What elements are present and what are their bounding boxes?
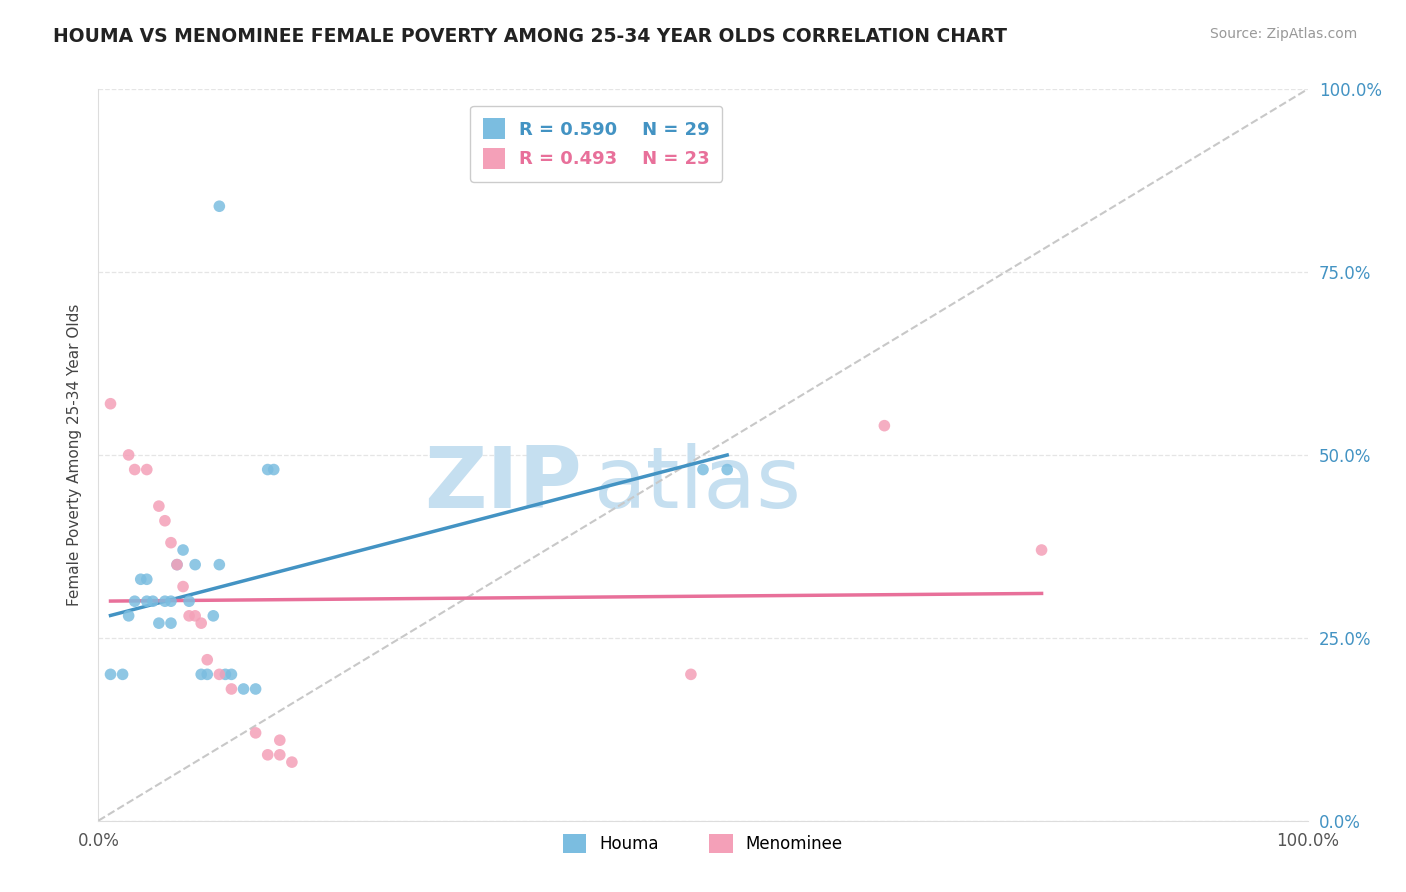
- Point: [263, 462, 285, 476]
- Point: [221, 667, 243, 681]
- Text: Source: ZipAtlas.com: Source: ZipAtlas.com: [1209, 27, 1357, 41]
- Point: [153, 594, 176, 608]
- Point: [195, 667, 218, 681]
- Point: [111, 667, 134, 681]
- Point: [256, 747, 278, 762]
- Point: [245, 726, 267, 740]
- Point: [256, 462, 278, 476]
- Point: [202, 608, 225, 623]
- Point: [1031, 543, 1053, 558]
- Point: [118, 448, 141, 462]
- Point: [208, 199, 231, 213]
- Text: ZIP: ZIP: [425, 442, 582, 525]
- Point: [153, 514, 176, 528]
- Point: [118, 608, 141, 623]
- Point: [873, 418, 896, 433]
- Text: atlas: atlas: [595, 442, 803, 525]
- Point: [172, 580, 194, 594]
- Point: [269, 733, 291, 747]
- Point: [160, 594, 183, 608]
- Point: [135, 462, 157, 476]
- Point: [135, 594, 157, 608]
- Text: HOUMA VS MENOMINEE FEMALE POVERTY AMONG 25-34 YEAR OLDS CORRELATION CHART: HOUMA VS MENOMINEE FEMALE POVERTY AMONG …: [53, 27, 1008, 45]
- Point: [179, 608, 201, 623]
- Point: [195, 653, 218, 667]
- Point: [208, 667, 231, 681]
- Point: [221, 681, 243, 696]
- Point: [135, 572, 157, 586]
- Point: [100, 667, 122, 681]
- Point: [124, 462, 146, 476]
- Point: [716, 462, 738, 476]
- Point: [129, 572, 152, 586]
- Point: [281, 755, 304, 769]
- Point: [679, 667, 702, 681]
- Point: [100, 397, 122, 411]
- Point: [692, 462, 714, 476]
- Point: [184, 558, 207, 572]
- Point: [142, 594, 165, 608]
- Point: [245, 681, 267, 696]
- Legend: Houma, Menominee: Houma, Menominee: [557, 827, 849, 860]
- Y-axis label: Female Poverty Among 25-34 Year Olds: Female Poverty Among 25-34 Year Olds: [66, 304, 82, 606]
- Point: [232, 681, 254, 696]
- Point: [148, 499, 170, 513]
- Point: [190, 667, 212, 681]
- Point: [269, 747, 291, 762]
- Point: [214, 667, 236, 681]
- Point: [208, 558, 231, 572]
- Point: [124, 594, 146, 608]
- Point: [184, 608, 207, 623]
- Point: [160, 535, 183, 549]
- Point: [172, 543, 194, 558]
- Point: [179, 594, 201, 608]
- Point: [166, 558, 188, 572]
- Point: [160, 616, 183, 631]
- Point: [166, 558, 188, 572]
- Point: [190, 616, 212, 631]
- Point: [148, 616, 170, 631]
